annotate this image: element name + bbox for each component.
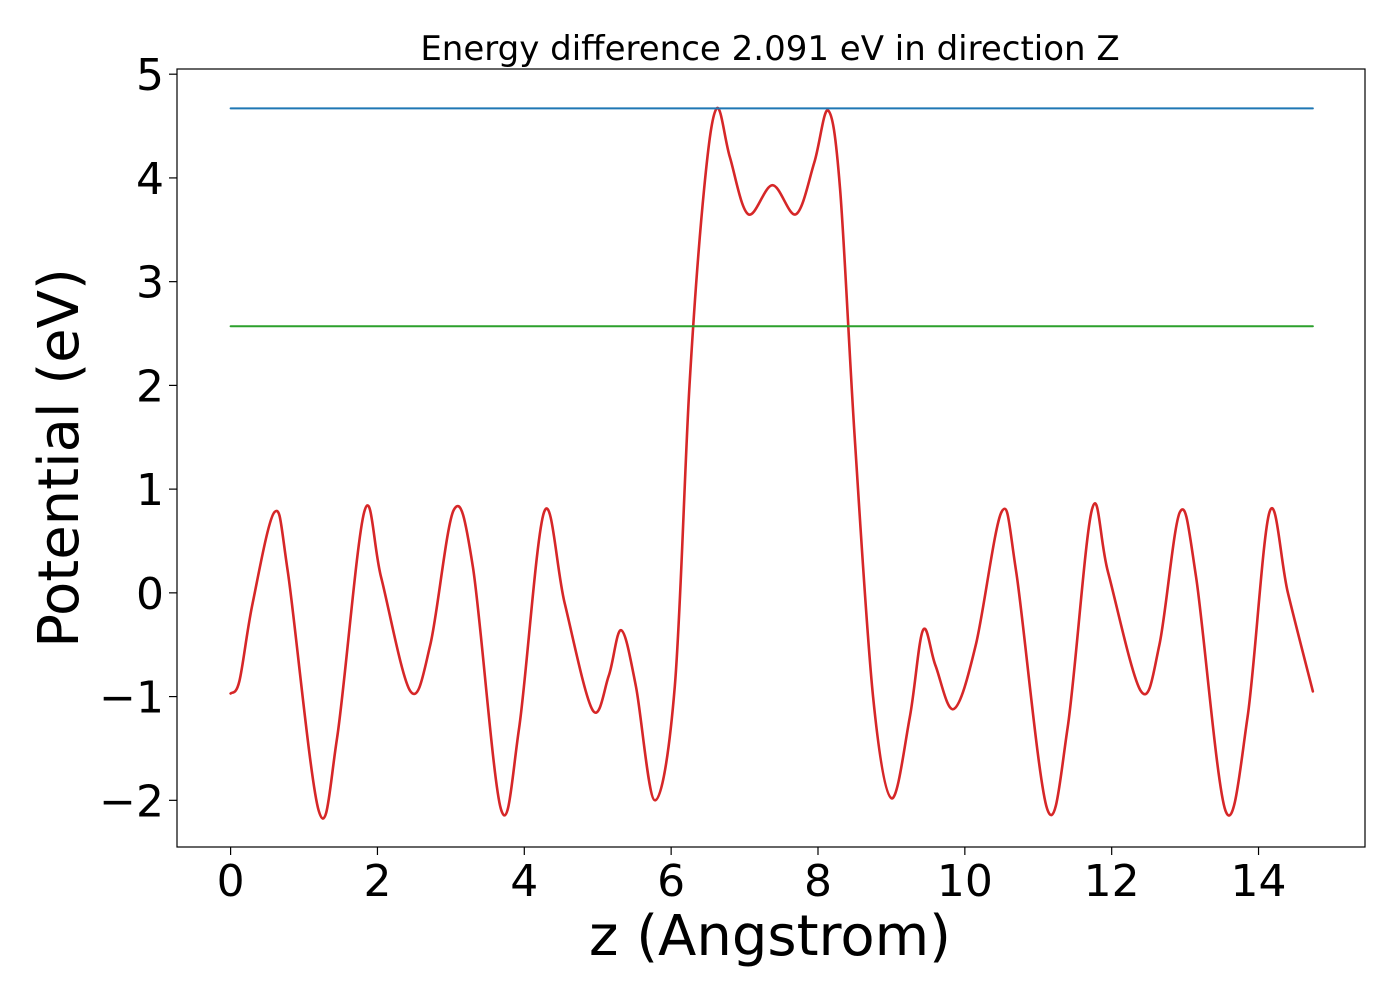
y-tick-label: 1 [136, 465, 164, 516]
plot-area-frame [176, 68, 1366, 848]
y-tick-label: 3 [136, 258, 164, 309]
y-tick-label: 0 [136, 569, 164, 620]
y-tick-label: −1 [99, 673, 164, 724]
x-axis-label: z (Angstrom) [589, 904, 951, 969]
x-tick-label: 8 [804, 856, 832, 907]
y-tick-label: 4 [136, 154, 164, 205]
x-axis-ticks: 0 2 4 6 8 10 12 14 [217, 847, 1287, 907]
x-tick-label: 4 [510, 856, 538, 907]
x-tick-label: 10 [937, 856, 993, 907]
y-tick-label: −2 [99, 776, 164, 827]
y-tick-label: 5 [136, 50, 164, 101]
x-tick-label: 14 [1231, 856, 1287, 907]
x-tick-label: 2 [363, 856, 391, 907]
y-axis-label: Potential (eV) [27, 268, 92, 648]
y-tick-label: 2 [136, 361, 164, 412]
series-layer [229, 107, 1315, 820]
chart-title: Energy difference 2.091 eV in direction … [420, 29, 1119, 69]
y-axis-ticks: −2 −1 0 1 2 3 4 5 [99, 50, 177, 827]
x-tick-label: 6 [657, 856, 685, 907]
x-tick-label: 12 [1084, 856, 1140, 907]
series-line-1 [229, 107, 1315, 820]
x-tick-label: 0 [217, 856, 245, 907]
